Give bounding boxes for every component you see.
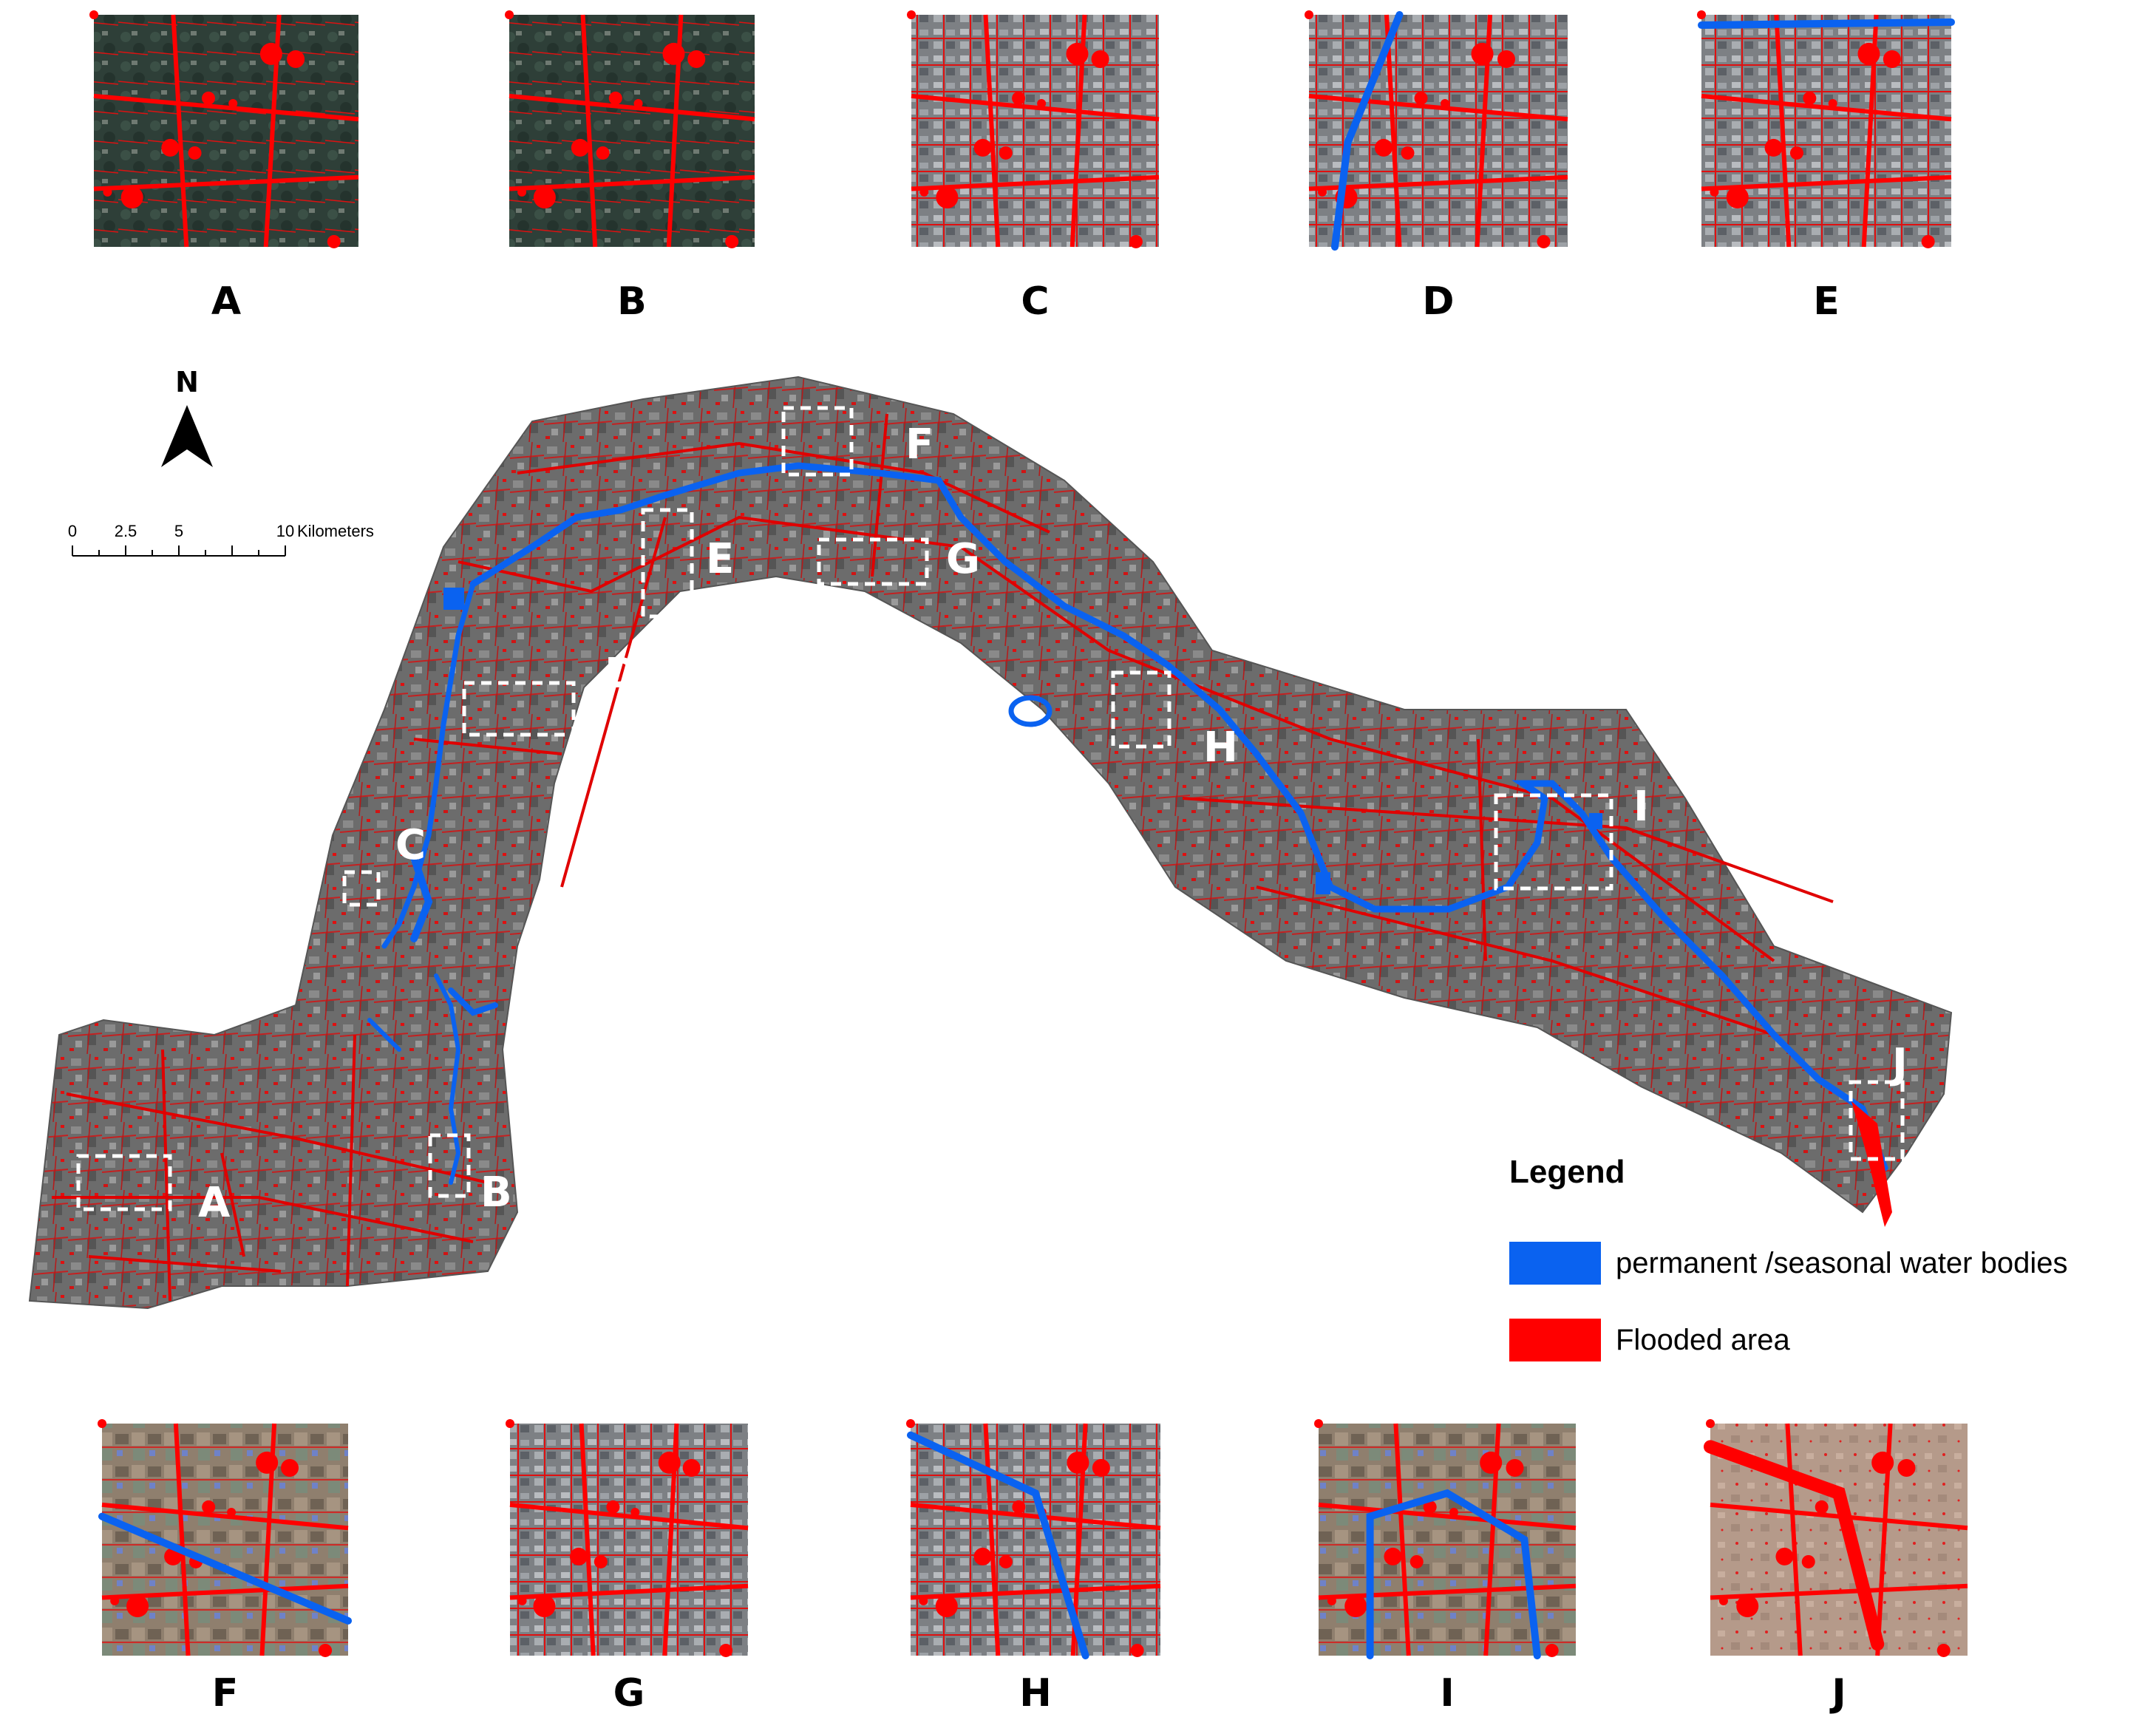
legend-label-flood: Flooded area bbox=[1616, 1324, 1790, 1356]
map-label-j: J bbox=[1889, 1040, 1908, 1088]
inset-label-i: I bbox=[1440, 1671, 1454, 1716]
inset-h: H bbox=[906, 1419, 1161, 1716]
north-arrow-letter: N bbox=[175, 366, 199, 398]
map-label-g: G bbox=[946, 535, 980, 583]
scale-tick-label: 10 bbox=[276, 522, 294, 540]
inset-label-f: F bbox=[212, 1671, 239, 1716]
inset-b: B bbox=[505, 10, 755, 324]
legend: Legend permanent /seasonal water bodies … bbox=[1509, 1154, 2067, 1361]
inset-f: F bbox=[98, 1419, 352, 1716]
study-area-map: A B C D E F G H I J bbox=[28, 375, 1953, 1310]
flood-network bbox=[52, 413, 1834, 1302]
legend-swatch-flood bbox=[1509, 1319, 1601, 1361]
legend-title: Legend bbox=[1509, 1154, 1625, 1190]
inset-i: I bbox=[1314, 1419, 1577, 1716]
map-label-e: E bbox=[706, 535, 734, 583]
map-box-h bbox=[1111, 670, 1171, 749]
inset-label-j: J bbox=[1829, 1671, 1846, 1716]
inset-e: E bbox=[1697, 10, 1955, 324]
legend-label-water: permanent /seasonal water bodies bbox=[1616, 1247, 2067, 1279]
inset-label-g: G bbox=[613, 1671, 645, 1716]
north-arrow-icon bbox=[161, 405, 187, 467]
map-box-a bbox=[76, 1154, 172, 1211]
map-label-f: F bbox=[905, 421, 934, 469]
inset-j: J bbox=[1704, 1419, 1968, 1716]
inset-label-b: B bbox=[617, 279, 647, 324]
map-box-c bbox=[342, 870, 381, 907]
scale-bar: 0 2.5 5 10 Kilometers bbox=[68, 522, 374, 557]
map-label-a: A bbox=[198, 1179, 231, 1227]
inset-label-a: A bbox=[211, 279, 241, 324]
scale-tick-label: 0 bbox=[68, 522, 77, 540]
map-label-i: I bbox=[1633, 783, 1649, 831]
north-arrow: N bbox=[161, 366, 213, 467]
inset-label-h: H bbox=[1019, 1671, 1052, 1716]
map-box-f bbox=[781, 406, 854, 477]
study-area-terrain bbox=[28, 375, 1953, 1310]
map-box-d bbox=[462, 681, 576, 737]
map-box-g bbox=[817, 537, 929, 586]
map-box-b bbox=[428, 1133, 471, 1198]
map-box-j bbox=[1849, 1080, 1905, 1161]
map-box-i bbox=[1494, 793, 1613, 891]
flooded-river-j bbox=[1851, 1101, 1892, 1227]
map-label-d: D bbox=[605, 650, 639, 698]
inset-label-e: E bbox=[1813, 279, 1840, 324]
scale-tick-label: 5 bbox=[174, 522, 183, 540]
scale-tick-label: 2.5 bbox=[115, 522, 137, 540]
inset-label-d: D bbox=[1422, 279, 1454, 324]
inset-a: A bbox=[89, 10, 359, 324]
map-label-b: B bbox=[480, 1169, 512, 1217]
map-label-h: H bbox=[1203, 724, 1238, 772]
map-box-e bbox=[641, 508, 694, 619]
river bbox=[367, 462, 1888, 1185]
map-label-c: C bbox=[395, 821, 426, 869]
legend-swatch-water bbox=[1509, 1242, 1601, 1285]
inset-label-c: C bbox=[1021, 279, 1049, 324]
inset-c: C bbox=[907, 10, 1160, 324]
scale-unit-label: Kilometers bbox=[297, 522, 374, 540]
inset-g: G bbox=[506, 1419, 749, 1716]
inset-d: D bbox=[1305, 10, 1568, 324]
